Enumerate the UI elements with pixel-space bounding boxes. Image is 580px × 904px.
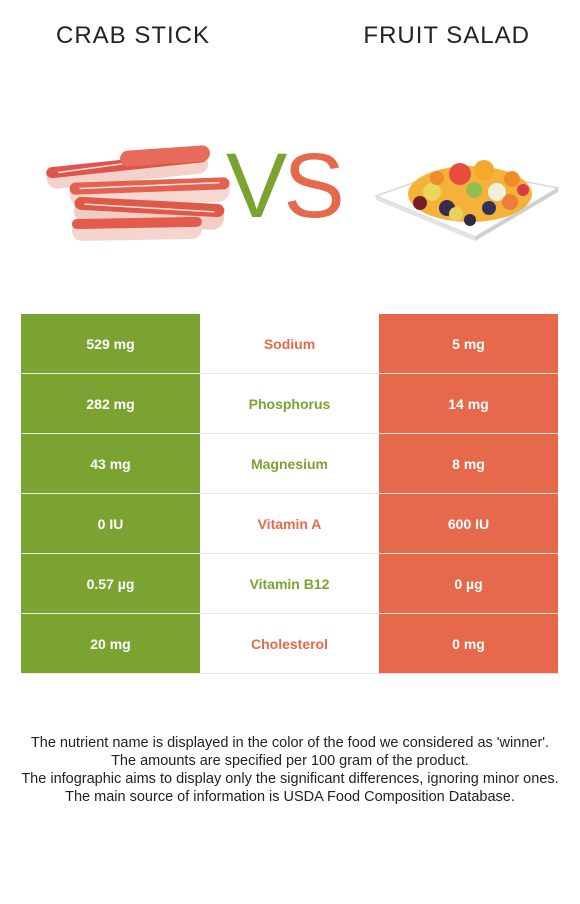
- right-value: 0 µg: [379, 553, 558, 614]
- left-value: 282 mg: [21, 373, 200, 434]
- right-value: 600 IU: [379, 493, 558, 554]
- nutrient-name: Phosphorus: [200, 373, 379, 434]
- right-value: 8 mg: [379, 433, 558, 494]
- nutrient-name: Vitamin A: [200, 493, 379, 554]
- footer-notes: The nutrient name is displayed in the co…: [10, 734, 570, 806]
- left-value: 0.57 µg: [21, 553, 200, 614]
- comparison-table: 529 mg Sodium 5 mg 282 mg Phosphorus 14 …: [21, 314, 558, 674]
- food-images: [46, 145, 561, 241]
- left-value: 0 IU: [21, 493, 200, 554]
- table-row: 43 mg Magnesium 8 mg: [21, 433, 558, 494]
- fruit-salad-image: [373, 160, 561, 241]
- footer-line: The amounts are specified per 100 gram o…: [111, 753, 469, 769]
- nutrient-name: Vitamin B12: [200, 553, 379, 614]
- footer-line: The infographic aims to display only the…: [21, 771, 559, 787]
- table-row: 282 mg Phosphorus 14 mg: [21, 373, 558, 434]
- left-value: 529 mg: [21, 314, 200, 374]
- left-food-title: CRAB STICK: [56, 22, 211, 49]
- table-row: 20 mg Cholesterol 0 mg: [21, 613, 558, 674]
- nutrient-name: Cholesterol: [200, 613, 379, 674]
- table-row: 0.57 µg Vitamin B12 0 µg: [21, 553, 558, 614]
- footer-line: The main source of information is USDA F…: [65, 789, 515, 805]
- right-value: 0 mg: [379, 613, 558, 674]
- nutrient-name: Magnesium: [200, 433, 379, 494]
- right-value: 5 mg: [379, 314, 558, 374]
- right-food-title: FRUIT SALAD: [363, 22, 530, 49]
- vs-v-letter: V: [226, 135, 287, 237]
- left-value: 20 mg: [21, 613, 200, 674]
- table-row: 529 mg Sodium 5 mg: [21, 314, 558, 374]
- right-value: 14 mg: [379, 373, 558, 434]
- nutrient-name: Sodium: [200, 314, 379, 374]
- footer-line: The nutrient name is displayed in the co…: [30, 735, 550, 751]
- vs-s-letter: S: [283, 135, 344, 237]
- left-value: 43 mg: [21, 433, 200, 494]
- crab-stick-image: [46, 145, 230, 241]
- table-row: 0 IU Vitamin A 600 IU: [21, 493, 558, 554]
- vs-label: VS: [226, 135, 345, 237]
